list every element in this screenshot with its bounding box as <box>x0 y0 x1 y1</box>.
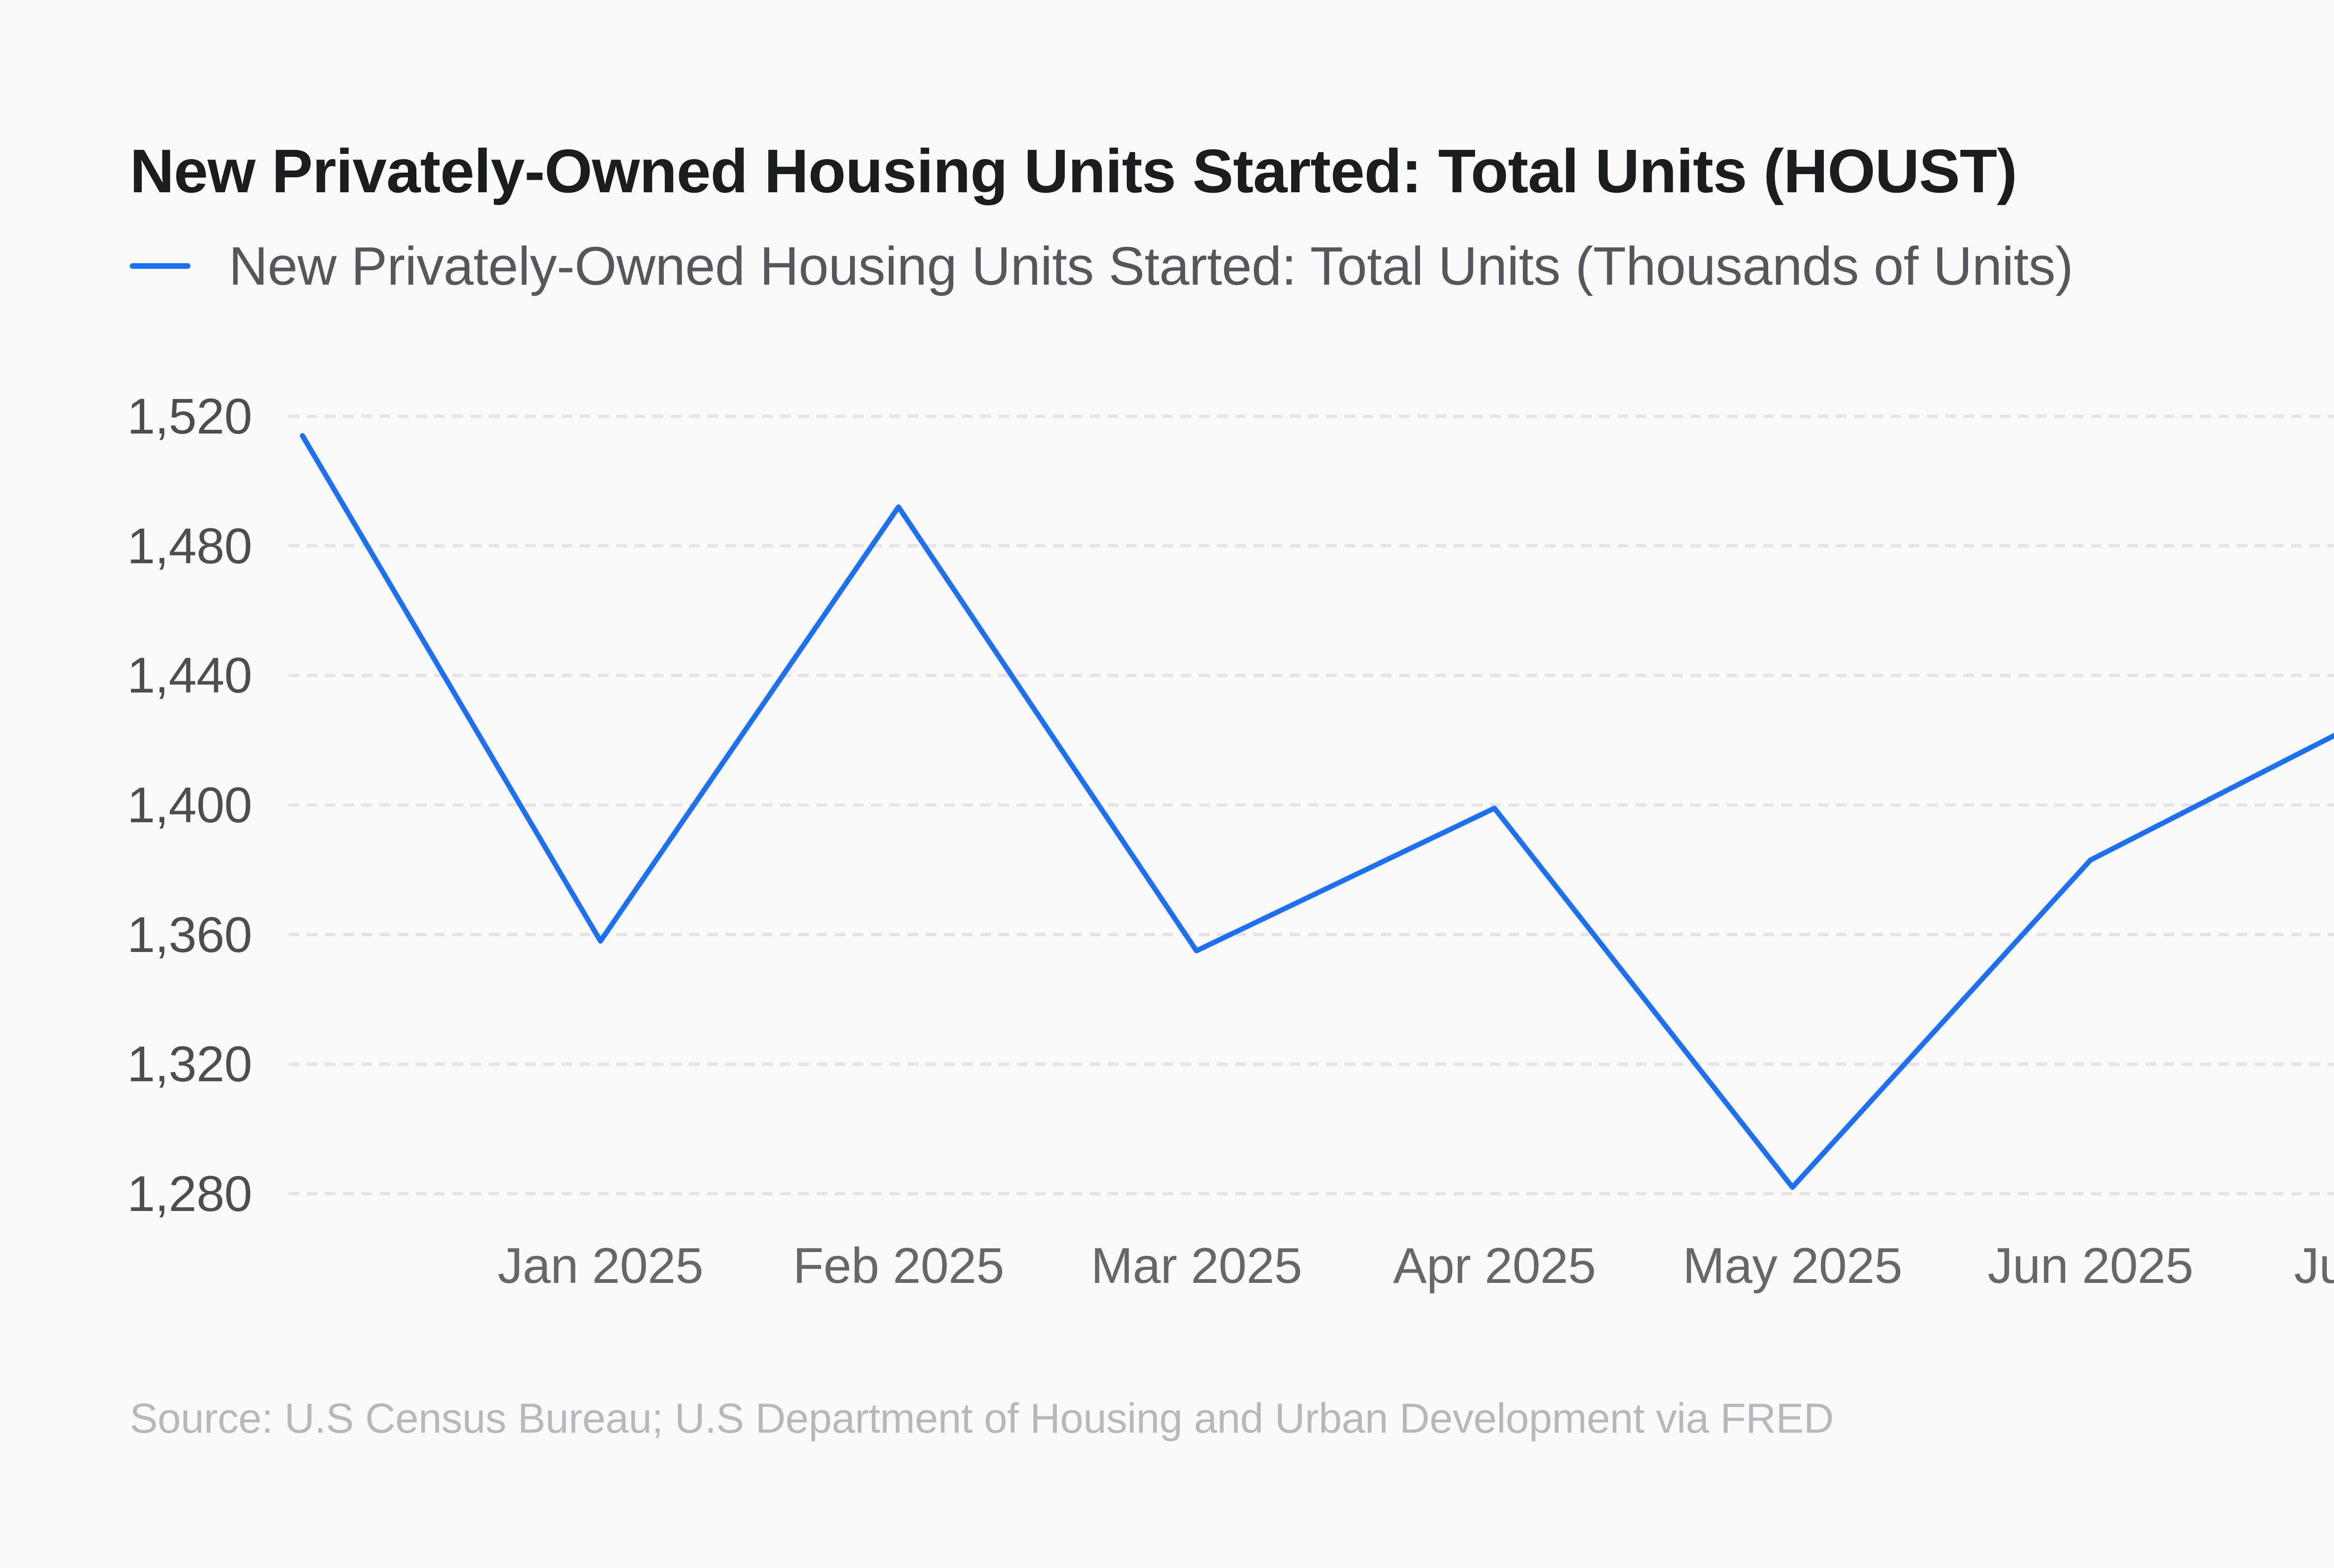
y-tick-label: 1,400 <box>127 777 252 833</box>
x-tick-label: Jul 2025 <box>2294 1237 2334 1294</box>
y-tick-label: 1,280 <box>127 1165 252 1222</box>
chart-title: New Privately-Owned Housing Units Starte… <box>130 137 2018 205</box>
y-tick-label: 1,480 <box>127 517 252 574</box>
legend: New Privately-Owned Housing Units Starte… <box>130 233 2074 299</box>
x-tick-label: Mar 2025 <box>1090 1237 1302 1294</box>
y-tick-label: 1,520 <box>127 388 252 444</box>
y-tick-label: 1,440 <box>127 647 252 704</box>
y-tick-label: 1,360 <box>127 906 252 963</box>
source-note: Source: U.S Census Bureau; U.S Departmen… <box>130 1395 1834 1442</box>
legend-label: New Privately-Owned Housing Units Starte… <box>229 236 2074 296</box>
x-tick-label: Apr 2025 <box>1393 1237 1596 1294</box>
x-tick-label: Jun 2025 <box>1988 1237 2193 1294</box>
x-tick-label: May 2025 <box>1682 1237 1903 1294</box>
data-line-series[interactable] <box>300 433 2334 1190</box>
y-tick-label: 1,320 <box>127 1036 252 1092</box>
x-tick-label: Feb 2025 <box>793 1237 1005 1294</box>
legend-line-swatch <box>130 263 190 269</box>
x-tick-label: Jan 2025 <box>498 1237 703 1294</box>
